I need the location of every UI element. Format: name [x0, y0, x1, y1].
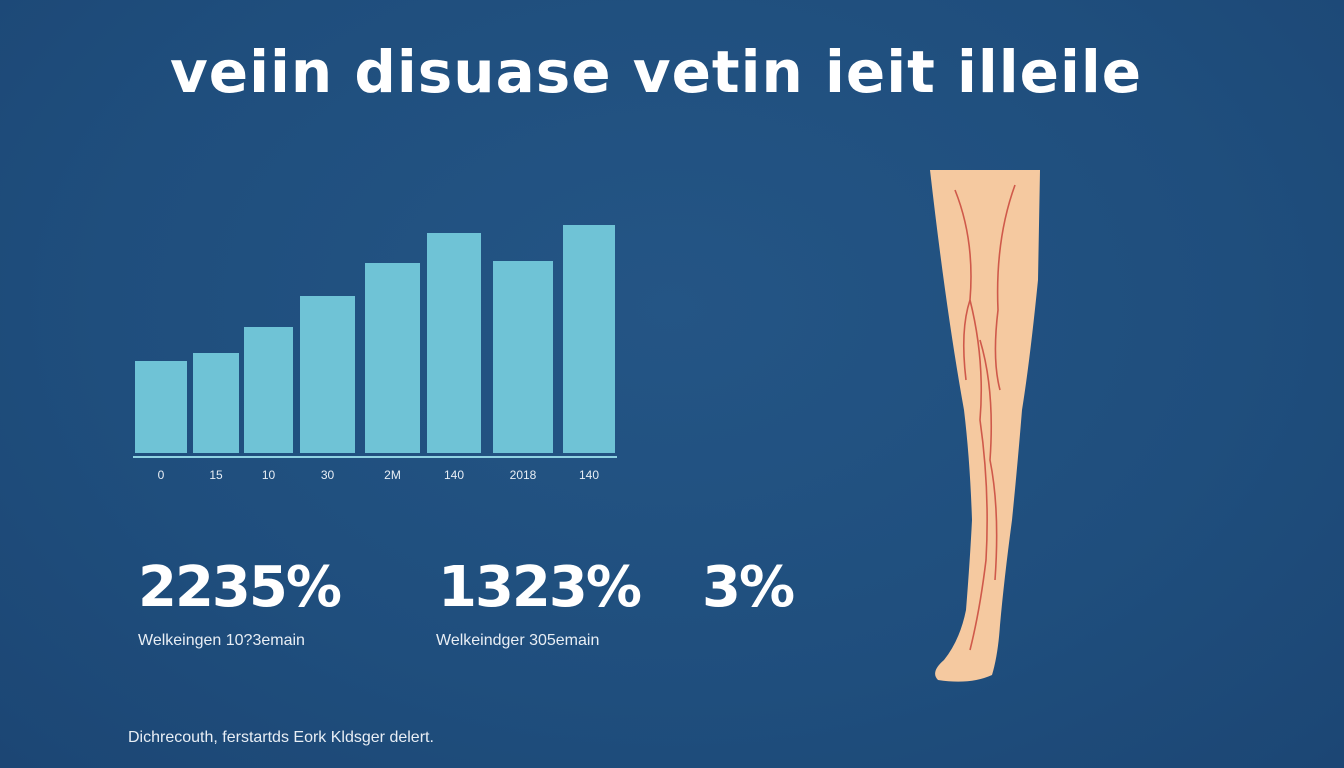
stat-value-3: 3%	[702, 555, 795, 620]
bar-chart: 0 15 10 30 2M 140 2018 140	[133, 225, 617, 482]
bar	[563, 225, 615, 453]
vein-lines	[954, 184, 1016, 651]
x-tick-label: 140	[444, 468, 464, 482]
x-tick-label: 2M	[384, 468, 401, 482]
bar	[135, 361, 187, 453]
page-title: veiin disuase vetin ieit illeile	[170, 38, 1143, 106]
bar	[365, 263, 420, 453]
leg-shape	[930, 170, 1040, 682]
x-tick-label: 0	[158, 468, 165, 482]
bar	[244, 327, 293, 453]
stat-label-2: Welkeindger 305emain	[436, 632, 600, 649]
x-tick-label: 140	[579, 468, 599, 482]
stat-label-1: Welkeingen 10?3emain	[138, 632, 305, 649]
x-tick-label: 15	[209, 468, 223, 482]
stat-value-1: 2235%	[138, 555, 342, 620]
stat-value-2: 1323%	[438, 555, 642, 620]
x-tick-label: 30	[321, 468, 335, 482]
x-tick-label: 2018	[510, 468, 537, 482]
bar	[427, 233, 481, 453]
bar	[493, 261, 553, 453]
bar	[193, 353, 239, 453]
leg-illustration	[930, 170, 1040, 682]
bar	[300, 296, 355, 453]
footer-note: Dichrecouth, ferstartds Eork Kldsger del…	[128, 729, 434, 746]
x-tick-label: 10	[262, 468, 276, 482]
